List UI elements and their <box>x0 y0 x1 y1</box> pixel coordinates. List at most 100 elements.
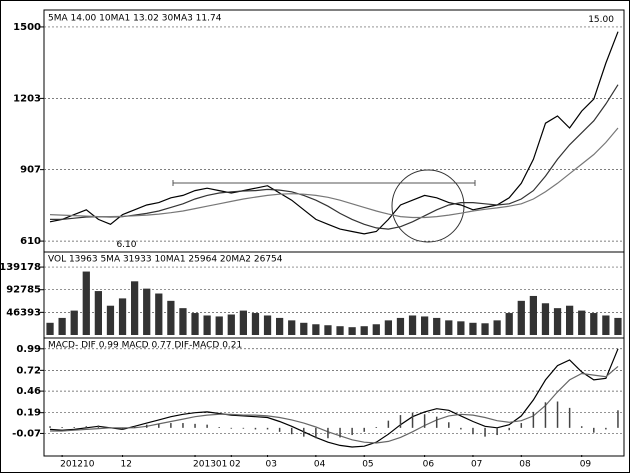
y-tick-label: 907 <box>20 165 41 176</box>
bar <box>593 427 595 433</box>
bar <box>300 322 308 335</box>
bar <box>263 315 272 335</box>
x-tick-label: 201210 <box>60 460 95 470</box>
x-tick-label: 04 <box>314 460 326 470</box>
y-tick-label: 92785 <box>6 285 41 296</box>
bar <box>375 427 378 428</box>
bar <box>336 326 344 335</box>
bar <box>433 317 441 335</box>
bar <box>133 426 136 428</box>
y-tick-label: 610 <box>20 236 41 247</box>
bar <box>578 310 586 335</box>
bar <box>423 414 426 428</box>
bar <box>290 427 293 435</box>
bar <box>496 427 498 436</box>
bar <box>387 420 390 428</box>
y-tick-label: 139178 <box>0 262 41 273</box>
price-header: 5MA 14.00 10MA1 13.02 30MA3 11.74 <box>48 14 222 24</box>
y-tick-label: 0.19 <box>16 408 41 419</box>
bar <box>339 427 341 438</box>
bar <box>251 313 260 335</box>
bar <box>372 324 380 335</box>
bar <box>58 317 66 335</box>
x-tick-label: 09 <box>580 460 592 470</box>
bar <box>553 308 562 335</box>
bar <box>327 427 329 439</box>
x-tick-label: 05 <box>362 460 373 470</box>
y-tick-label: 0.99 <box>16 344 41 355</box>
bar <box>614 317 622 335</box>
x-tick-label: 12 <box>121 460 132 470</box>
x-tick-label: 08 <box>519 460 531 470</box>
bar <box>460 427 462 430</box>
bar <box>143 288 151 335</box>
volume-header: VOL 13963 5MA 31933 10MA1 25964 20MA2 26… <box>48 255 283 265</box>
bar <box>520 423 523 428</box>
series-line <box>49 348 619 448</box>
bar <box>556 401 559 428</box>
bar <box>568 407 571 428</box>
bar <box>266 427 269 430</box>
bar <box>348 327 356 335</box>
y-tick-label: 0.46 <box>16 386 41 397</box>
bar <box>566 305 574 335</box>
bar <box>529 295 537 335</box>
bar <box>106 305 115 335</box>
bar <box>227 314 235 335</box>
bar <box>276 317 284 335</box>
bar <box>303 427 305 437</box>
bar <box>242 427 245 429</box>
bar <box>445 320 453 335</box>
annotation: 15.00 <box>588 15 614 25</box>
macd-header: MACD- DIF 0.99 MACD 0.77 DIF-MACD 0.21 <box>48 341 242 351</box>
bar <box>170 423 172 428</box>
bar <box>312 324 320 335</box>
bar <box>448 422 450 428</box>
bar <box>109 427 112 429</box>
bar <box>191 313 199 335</box>
bar <box>278 427 281 432</box>
bar <box>399 415 402 428</box>
bar <box>517 300 525 335</box>
bar <box>203 315 211 335</box>
bar <box>544 402 547 428</box>
series-line <box>49 31 619 235</box>
bar <box>532 411 535 428</box>
bar <box>435 416 438 428</box>
bar <box>469 322 477 335</box>
bar <box>481 323 489 335</box>
bar <box>580 426 583 428</box>
bar <box>590 313 598 335</box>
bar <box>49 426 51 428</box>
bar <box>61 427 63 428</box>
bar <box>73 427 75 428</box>
bar <box>360 326 368 335</box>
bar <box>182 423 184 428</box>
bar <box>617 410 619 428</box>
bar <box>70 310 78 335</box>
bar <box>505 313 513 335</box>
y-tick-label: 46393 <box>6 307 41 318</box>
bar <box>46 322 54 335</box>
bar <box>179 308 187 335</box>
series-line <box>50 365 619 444</box>
bar <box>605 427 607 430</box>
annotation: 6.10 <box>116 240 136 250</box>
bar <box>131 281 139 335</box>
bar <box>508 427 510 431</box>
bar <box>145 424 148 428</box>
bar <box>288 320 296 335</box>
x-tick-label: 201301 <box>193 460 227 470</box>
x-tick-label: 06 <box>423 460 435 470</box>
y-tick-label: 0.72 <box>16 365 41 376</box>
bar <box>215 316 223 335</box>
y-tick-label: -0.07 <box>12 428 41 439</box>
bar <box>230 427 233 429</box>
x-tick-label: 07 <box>471 460 482 470</box>
bar <box>155 293 163 335</box>
bar <box>94 291 102 335</box>
bar <box>363 427 365 432</box>
y-tick-label: 1203 <box>13 93 41 104</box>
